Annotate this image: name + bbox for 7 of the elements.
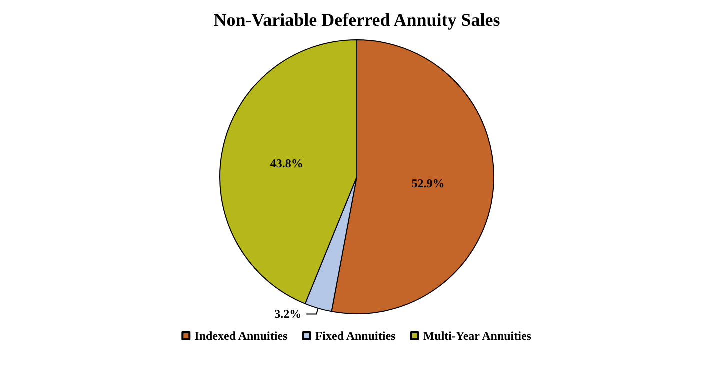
legend-label: Fixed Annuities (315, 329, 396, 343)
chart-title: Non-Variable Deferred Annuity Sales (214, 10, 500, 30)
data-label: 3.2% (274, 307, 302, 322)
legend-label: Multi-Year Annuities (423, 329, 532, 343)
legend-label: Indexed Annuities (194, 329, 288, 343)
data-label: 52.9% (412, 176, 445, 191)
data-label: 43.8% (270, 156, 304, 170)
